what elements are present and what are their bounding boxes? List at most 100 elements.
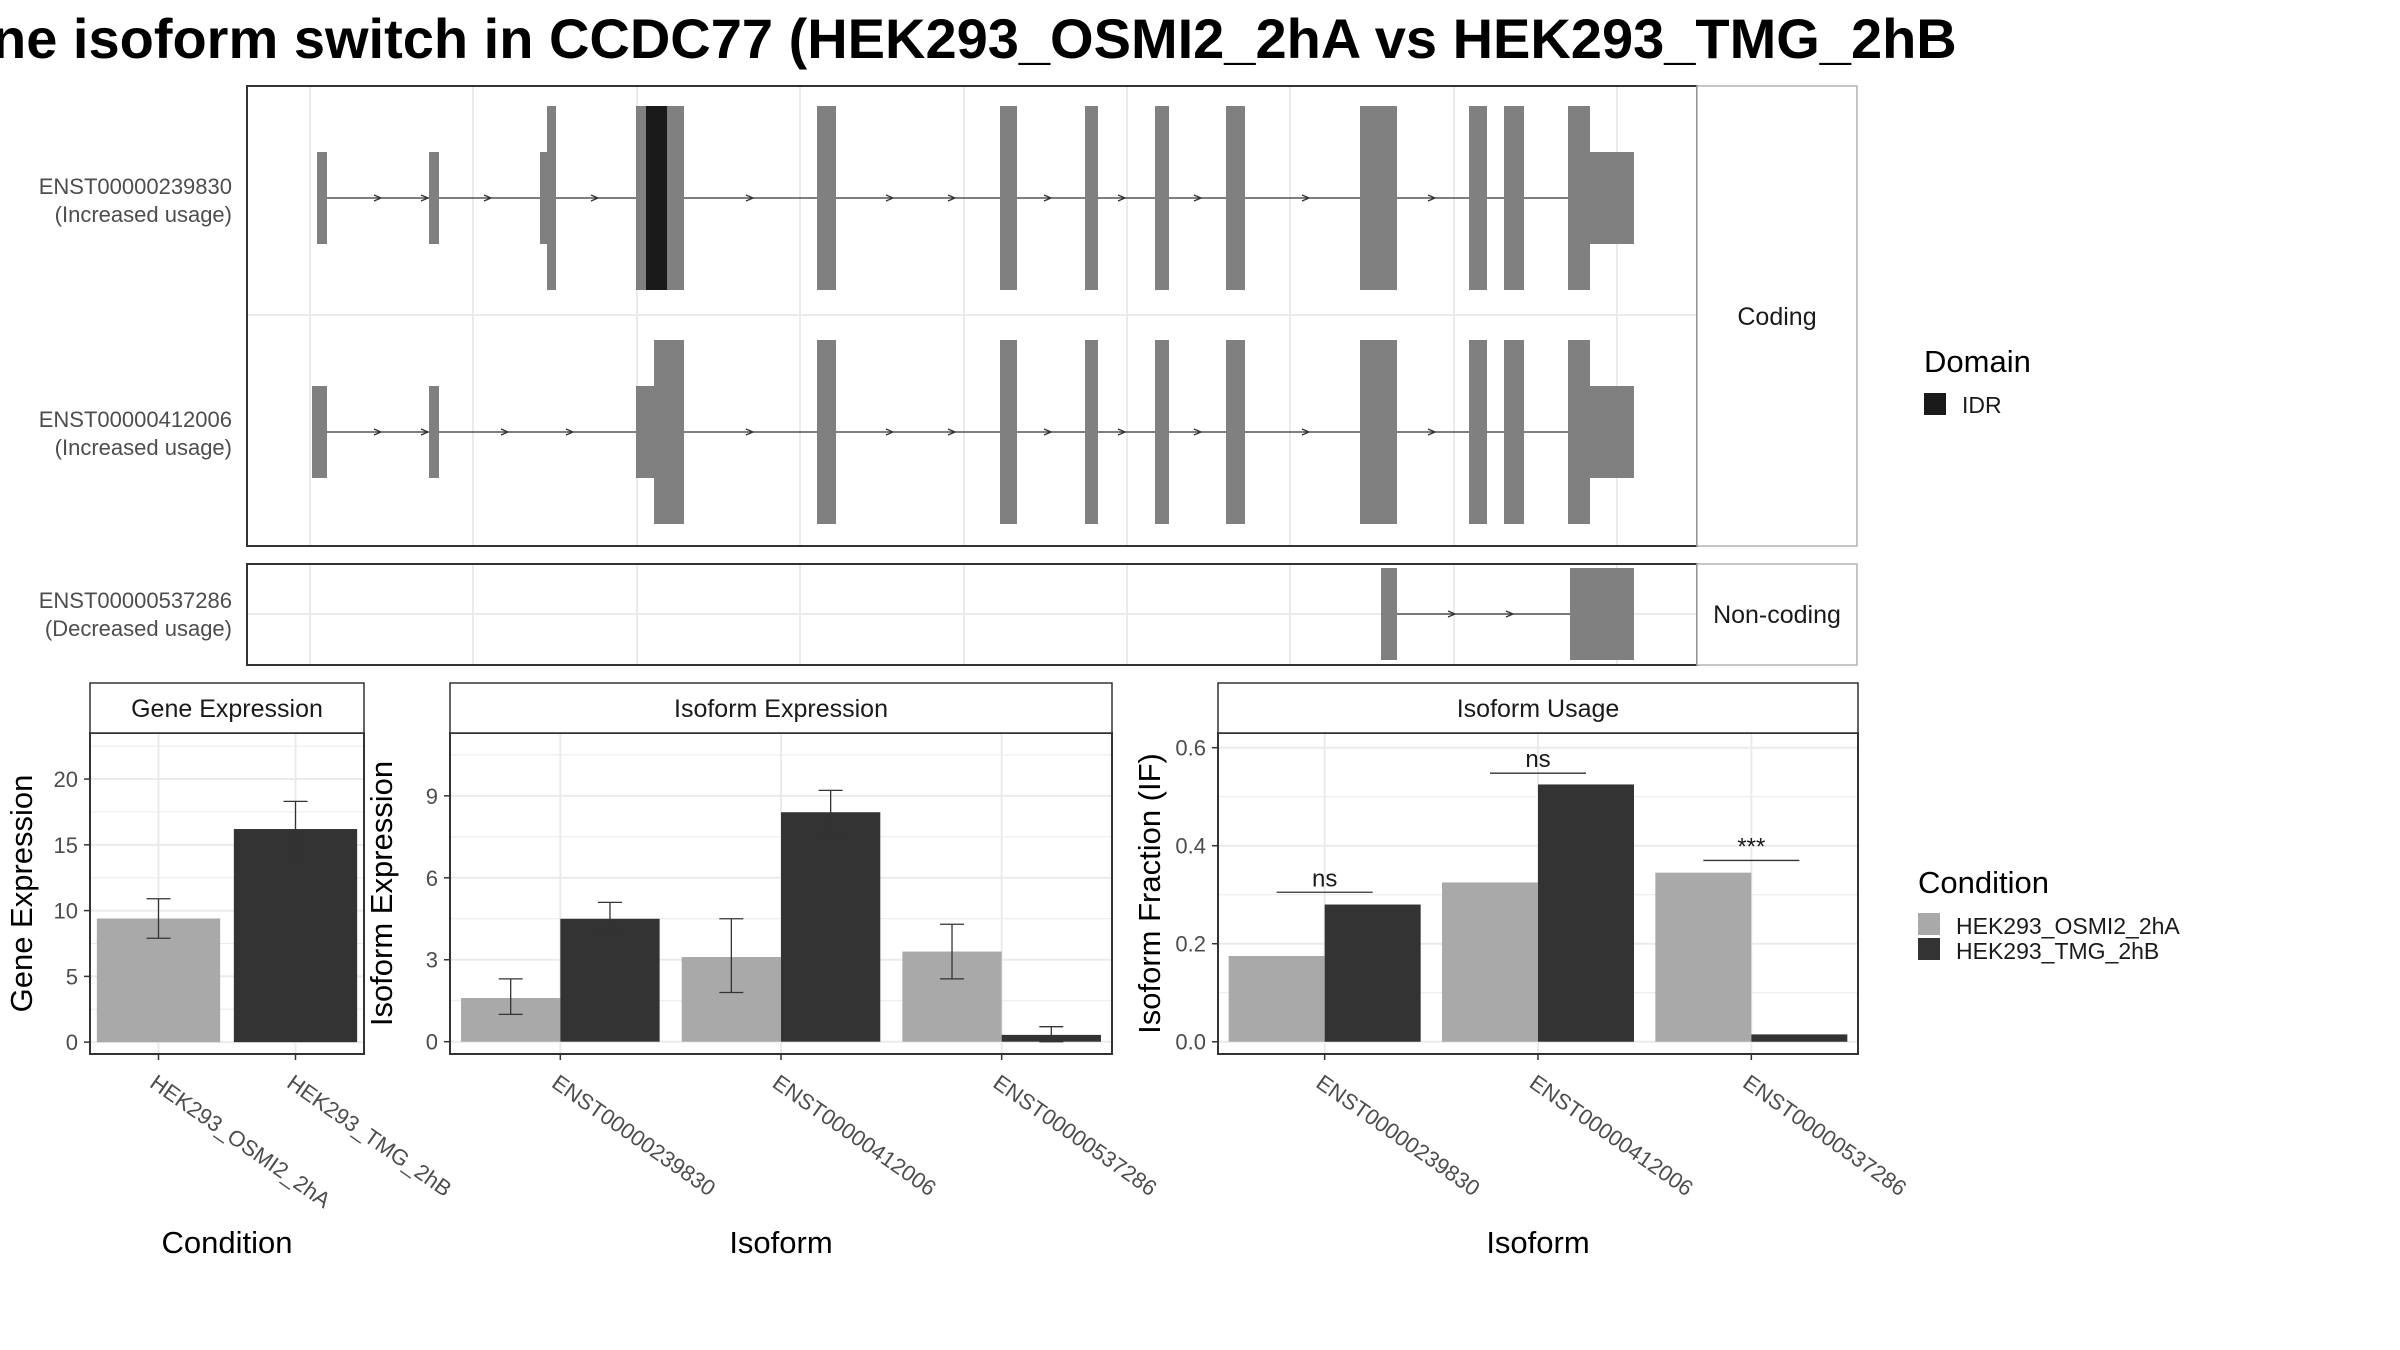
- condition-b-swatch: [1918, 938, 1940, 960]
- significance-label: ns: [1525, 746, 1550, 773]
- bar-HEK293_OSMI2_2hA: [96, 918, 221, 1043]
- panel-strip: [1217, 682, 1859, 734]
- exon-2: [429, 386, 439, 478]
- exon-2: [817, 340, 836, 524]
- intron-arrow-2: [1193, 428, 1203, 436]
- intron-arrow-1: [1301, 194, 1311, 202]
- exon-2: [1085, 340, 1098, 524]
- exon-2: [1568, 340, 1590, 524]
- intron-arrow-1: [1193, 194, 1203, 202]
- panel-strip: [449, 682, 1113, 734]
- intron-arrow-1: [1427, 194, 1437, 202]
- x-axis-label: Isoform: [1486, 1225, 1589, 1260]
- transcript-usage-3: (Decreased usage): [45, 616, 232, 641]
- transcript-label-2: ENST00000412006: [39, 407, 232, 432]
- intron-arrow-2: [885, 428, 895, 436]
- condition-legend-title: Condition: [1918, 865, 2049, 900]
- bar-ENST00000239830-HEK293_TMG_2hB: [1324, 904, 1421, 1042]
- figure-title: ne isoform switch in CCDC77 (HEK293_OSMI…: [0, 7, 1957, 70]
- exon-2: [654, 340, 684, 524]
- exon-2: [1504, 340, 1524, 524]
- noncoding-strip-label: Non-coding: [1713, 601, 1841, 629]
- transcript-models: [312, 106, 1634, 660]
- intron-arrow-1: [590, 194, 600, 202]
- exon-2: [1360, 340, 1397, 524]
- intron-arrow-1: [373, 194, 383, 202]
- exon-1: [1469, 106, 1487, 290]
- x-axis-label: Condition: [162, 1225, 293, 1260]
- domain-legend: Domain IDR: [1924, 344, 2031, 418]
- intron-arrow-2: [1043, 428, 1053, 436]
- coding-strip: [1696, 85, 1858, 547]
- transcript-usage-1: (Increased usage): [55, 202, 232, 227]
- y-tick-label: 3: [426, 948, 438, 973]
- y-tick-label: 15: [54, 833, 78, 858]
- idr-legend-label: IDR: [1962, 392, 2002, 418]
- exon-2: [312, 386, 327, 478]
- intron-arrow-1: [483, 194, 493, 202]
- intron-arrow-2: [745, 428, 755, 436]
- condition-a-swatch: [1918, 913, 1940, 935]
- panel-strip-title: Isoform Usage: [1457, 695, 1620, 723]
- exon-1: [1590, 152, 1634, 244]
- x-tick-label: ENST00000412006: [1525, 1070, 1698, 1201]
- intron-arrow-2: [565, 428, 575, 436]
- y-tick-label: 0: [66, 1030, 78, 1055]
- panel-strip: [89, 682, 365, 734]
- bar-ENST00000239830-HEK293_OSMI2_2hA: [1228, 955, 1325, 1042]
- idr-domain-1: [646, 106, 667, 290]
- exon-1: [429, 152, 439, 244]
- bar-ENST00000537286-HEK293_TMG_2hB: [1751, 1034, 1848, 1042]
- intron-arrow-1: [745, 194, 755, 202]
- intron-arrow-2: [947, 428, 957, 436]
- intron-arrow-1: [1043, 194, 1053, 202]
- panel-strip-title: Isoform Expression: [674, 695, 888, 723]
- condition-a-label: HEK293_OSMI2_2hA: [1956, 913, 2180, 939]
- y-tick-label: 10: [54, 899, 78, 924]
- intron-arrow-2: [1427, 428, 1437, 436]
- exon-1: [1568, 106, 1590, 290]
- exon-2: [1226, 340, 1245, 524]
- domain-legend-title: Domain: [1924, 344, 2031, 379]
- exon-2: [1000, 340, 1017, 524]
- x-tick-label: ENST00000537286: [1738, 1070, 1911, 1201]
- exon-1: [540, 152, 547, 244]
- y-tick-label: 5: [66, 964, 78, 989]
- significance-label: ***: [1737, 833, 1765, 860]
- bar-ENST00000239830-HEK293_TMG_2hB: [560, 918, 660, 1042]
- y-tick-label: 9: [426, 784, 438, 809]
- significance-label: ns: [1312, 865, 1337, 892]
- transcript-structure-panel: Coding Non-coding ENST00000239830 (Incre…: [39, 85, 1858, 666]
- transcript-label-3: ENST00000537286: [39, 588, 232, 613]
- exon-2: [636, 386, 654, 478]
- bar-HEK293_TMG_2hB: [233, 829, 358, 1043]
- x-axis-label: Isoform: [729, 1225, 832, 1260]
- bar-ENST00000412006-HEK293_TMG_2hB: [1538, 784, 1634, 1042]
- intron-arrow-2: [373, 428, 383, 436]
- condition-b-label: HEK293_TMG_2hB: [1956, 938, 2159, 964]
- exon-1: [547, 106, 556, 290]
- y-axis-label: Isoform Expression: [364, 761, 399, 1026]
- bar-ENST00000537286-HEK293_OSMI2_2hA: [1655, 872, 1752, 1042]
- exon-1: [817, 106, 836, 290]
- exon-3: [1381, 568, 1397, 660]
- exon-1: [1085, 106, 1098, 290]
- exon-1: [317, 152, 327, 244]
- intron-arrow-1: [1117, 194, 1127, 202]
- idr-legend-swatch: [1924, 393, 1946, 415]
- y-tick-label: 0.2: [1175, 932, 1206, 957]
- exon-1: [1360, 106, 1397, 290]
- intron-arrow-1: [420, 194, 430, 202]
- bar-ENST00000412006-HEK293_TMG_2hB: [781, 812, 881, 1042]
- y-tick-label: 0.6: [1175, 736, 1206, 761]
- y-axis-label: Gene Expression: [4, 775, 39, 1013]
- intron-arrow-3: [1447, 610, 1457, 618]
- exon-1: [1226, 106, 1245, 290]
- exon-2: [1590, 386, 1634, 478]
- y-tick-label: 0: [426, 1030, 438, 1055]
- x-tick-label: ENST00000412006: [768, 1070, 941, 1201]
- y-tick-label: 6: [426, 866, 438, 891]
- transcript-usage-2: (Increased usage): [55, 435, 232, 460]
- intron-arrow-2: [1301, 428, 1311, 436]
